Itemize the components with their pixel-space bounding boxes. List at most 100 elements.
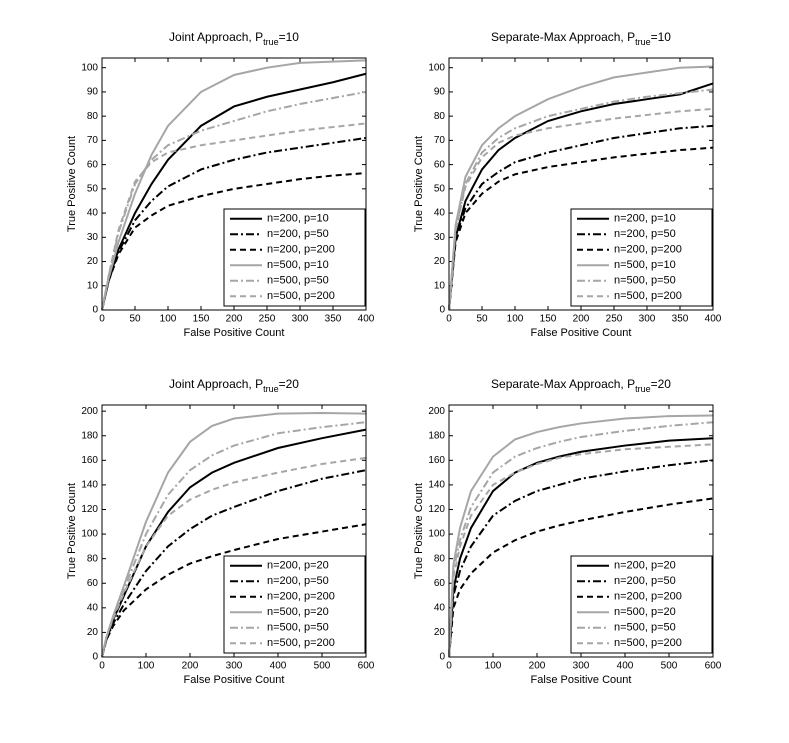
legend-label: n=200, p=200: [614, 244, 682, 256]
legend-box: [570, 208, 713, 307]
x-tick-label: 300: [639, 314, 656, 325]
title-part: Separate-Max Approach, P: [491, 30, 635, 44]
x-tick-label: 100: [507, 314, 524, 325]
x-tick-label: 250: [259, 314, 276, 325]
x-axis-label: False Positive Count: [531, 674, 632, 686]
y-tick-label: 60: [434, 159, 446, 170]
legend-label: n=200, p=20: [267, 560, 329, 572]
legend-label: n=500, p=10: [267, 259, 329, 271]
series-line: [101, 456, 367, 658]
title-part: Joint Approach, P: [169, 30, 263, 44]
y-tick-label: 200: [428, 406, 445, 417]
x-tick-label: 500: [661, 661, 678, 672]
x-tick-label: 100: [138, 661, 155, 672]
series-line: [448, 497, 714, 658]
x-tick-label: 200: [573, 314, 590, 325]
series-line: [448, 88, 714, 311]
legend-label: n=500, p=50: [267, 622, 329, 634]
y-tick-label: 120: [81, 504, 98, 515]
y-tick-label: 120: [428, 504, 445, 515]
title-part: true: [263, 37, 279, 47]
series-line: [448, 421, 714, 658]
series-line: [448, 82, 714, 311]
legend-label: n=200, p=50: [614, 575, 676, 587]
y-tick-label: 160: [81, 455, 98, 466]
legend-label: n=500, p=200: [614, 290, 682, 302]
y-tick-label: 80: [434, 553, 446, 564]
x-tick-label: 600: [705, 661, 722, 672]
x-tick-label: 300: [292, 314, 309, 325]
legend-box: [570, 555, 713, 654]
plot-frame: [448, 404, 714, 658]
y-tick-label: 70: [87, 135, 99, 146]
y-tick-label: 180: [81, 430, 98, 441]
y-tick-label: 180: [428, 430, 445, 441]
x-tick-label: 600: [358, 661, 375, 672]
y-tick-label: 30: [87, 232, 99, 243]
y-tick-label: 20: [434, 256, 446, 267]
title-part: Separate-Max Approach, P: [491, 377, 635, 391]
y-tick-label: 140: [428, 480, 445, 491]
legend-label: n=500, p=200: [267, 637, 335, 649]
y-tick-label: 60: [434, 578, 446, 589]
y-tick-label: 100: [81, 62, 98, 73]
legend-label: n=500, p=200: [614, 637, 682, 649]
x-tick-label: 200: [182, 661, 199, 672]
legend-label: n=200, p=50: [267, 228, 329, 240]
legend-label: n=500, p=200: [267, 290, 335, 302]
chart-title: Joint Approach, Ptrue=20: [169, 377, 299, 394]
y-tick-label: 40: [434, 602, 446, 613]
y-axis-label: True Positive Count: [66, 136, 78, 232]
title-part: =10: [279, 30, 300, 44]
y-tick-label: 80: [434, 111, 446, 122]
series-line: [448, 65, 714, 311]
y-tick-label: 100: [81, 529, 98, 540]
y-tick-label: 60: [87, 578, 99, 589]
title-part: true: [635, 384, 651, 394]
series-line: [448, 107, 714, 311]
x-tick-label: 200: [226, 314, 243, 325]
y-tick-label: 0: [92, 652, 98, 663]
legend-label: n=200, p=50: [614, 228, 676, 240]
title-part: true: [635, 37, 651, 47]
x-tick-label: 500: [314, 661, 331, 672]
y-tick-label: 40: [87, 208, 99, 219]
y-tick-label: 140: [81, 480, 98, 491]
y-tick-label: 40: [434, 208, 446, 219]
x-tick-label: 150: [540, 314, 557, 325]
x-tick-label: 300: [226, 661, 243, 672]
series-line: [101, 421, 367, 658]
y-tick-label: 40: [87, 602, 99, 613]
title-part: Joint Approach, P: [169, 377, 263, 391]
title-part: =10: [651, 30, 672, 44]
y-tick-label: 100: [428, 529, 445, 540]
legend-label: n=200, p=10: [614, 213, 676, 225]
legend-box: [223, 208, 366, 307]
x-tick-label: 400: [705, 314, 722, 325]
series-line: [448, 124, 714, 311]
chart-title: Separate-Max Approach, Ptrue=20: [491, 377, 671, 394]
plot-frame: [448, 57, 714, 311]
legend-label: n=200, p=200: [267, 591, 335, 603]
y-tick-label: 10: [434, 280, 446, 291]
legend-label: n=500, p=50: [614, 275, 676, 287]
x-axis-label: False Positive Count: [531, 327, 632, 339]
x-tick-label: 100: [485, 661, 502, 672]
legend-label: n=500, p=50: [267, 275, 329, 287]
x-tick-label: 200: [529, 661, 546, 672]
x-tick-label: 50: [476, 314, 488, 325]
y-axis-label: True Positive Count: [413, 136, 425, 232]
x-tick-label: 0: [446, 314, 452, 325]
x-tick-label: 0: [446, 661, 452, 672]
plot-frame: [101, 404, 367, 658]
y-axis-label: True Positive Count: [66, 483, 78, 579]
series-line: [101, 72, 367, 311]
x-tick-label: 400: [270, 661, 287, 672]
legend-label: n=200, p=20: [614, 560, 676, 572]
series-line: [101, 59, 367, 311]
x-tick-label: 50: [129, 314, 141, 325]
x-axis-label: False Positive Count: [184, 674, 285, 686]
series-line: [101, 122, 367, 311]
y-tick-label: 100: [428, 62, 445, 73]
y-tick-label: 90: [87, 87, 99, 98]
